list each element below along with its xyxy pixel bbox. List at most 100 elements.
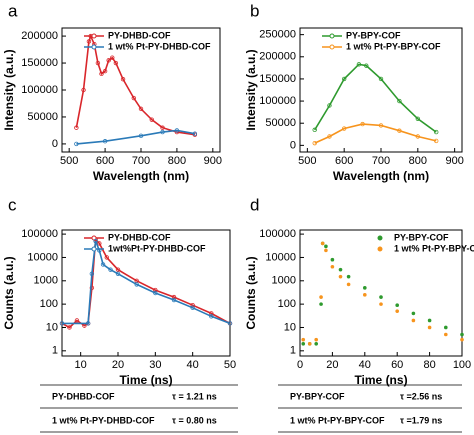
y-tick-label: 0 [52, 138, 58, 150]
y-axis-label: Intensity (a.u.) [2, 49, 16, 130]
x-tick-label: 50 [224, 359, 236, 371]
point [74, 318, 80, 323]
y-tick-label: 1 [290, 345, 296, 357]
point [160, 125, 165, 130]
x-tick-label: 40 [187, 359, 199, 371]
point [120, 77, 126, 82]
point [99, 71, 104, 77]
point [330, 264, 335, 269]
x-tick-label: 900 [445, 155, 463, 167]
point [160, 129, 165, 135]
legend-marker [377, 246, 383, 252]
panel: d 0 20 40 60 80 100 1 10 100 1000 10000 100000 Time (… [244, 195, 474, 387]
y-tick-label: 100000 [259, 95, 296, 107]
point [363, 286, 367, 290]
y-axis-label: Counts (a.u.) [2, 256, 16, 329]
point [102, 139, 108, 144]
point [395, 309, 400, 313]
legend-marker [91, 33, 97, 39]
table-cell: PY-BPY-COF [290, 391, 345, 401]
y-axis-label: Counts (a.u.) [244, 256, 258, 329]
table-cell: τ = 0.80 ns [172, 415, 217, 425]
point [397, 128, 402, 133]
point [427, 318, 432, 323]
legend-label: PY-BPY-COF [346, 30, 401, 40]
x-tick-label: 800 [409, 155, 427, 167]
y-tick-label: 250000 [259, 29, 296, 41]
point [307, 341, 312, 346]
y-tick-label: 50000 [265, 117, 296, 129]
x-tick-label: 60 [391, 359, 403, 371]
y-tick-label: 100000 [259, 228, 296, 240]
x-tick-label: 700 [132, 155, 150, 167]
panel-label: b [250, 1, 259, 20]
point [356, 62, 362, 67]
legend-label: 1 wt% Pt-PY-BPY-COF [394, 243, 474, 253]
point [85, 321, 91, 326]
point [86, 39, 92, 44]
point [115, 267, 121, 272]
point [138, 106, 144, 112]
legend-marker [377, 235, 383, 241]
point [346, 282, 351, 287]
point [108, 267, 113, 272]
legend-label: PY-BPY-COF [394, 232, 449, 242]
point [106, 58, 111, 63]
point [171, 294, 177, 300]
point [460, 337, 464, 342]
point [312, 127, 317, 133]
point [174, 128, 180, 133]
point [149, 117, 154, 122]
legend-marker [329, 33, 335, 39]
point [338, 267, 343, 272]
point [360, 121, 365, 127]
point [341, 76, 347, 82]
y-tick-label: 1 [52, 345, 58, 357]
panel: a 500 600 700 800 900 0 50000 100000 150000 200000… [2, 1, 222, 183]
point [411, 318, 416, 323]
x-tick-label: 600 [96, 155, 114, 167]
point [319, 302, 323, 306]
x-tick-label: 900 [204, 155, 222, 167]
point [427, 325, 432, 330]
point [379, 295, 383, 299]
point [131, 95, 137, 101]
point [314, 337, 319, 342]
point [330, 257, 335, 262]
legend-label: PY-DHBD-COF [108, 30, 171, 40]
legend-label: 1 wt% Pt-PY-BPY-COF [346, 41, 441, 51]
y-axis-label: Intensity (a.u.) [244, 49, 258, 130]
x-tick-label: 600 [335, 155, 353, 167]
point [97, 241, 102, 246]
x-tick-label: 80 [423, 359, 435, 371]
point [209, 311, 214, 316]
point [227, 321, 233, 326]
point [104, 255, 109, 260]
y-tick-label: 1000 [272, 275, 296, 287]
x-tick-label: 30 [149, 359, 161, 371]
point [89, 271, 95, 276]
point [113, 60, 119, 66]
table-cell: τ =1.79 ns [400, 415, 442, 425]
x-axis-label: Wavelength (nm) [93, 169, 189, 183]
point [67, 325, 72, 330]
y-tick-label: 10 [46, 321, 58, 333]
y-tick-label: 10000 [265, 251, 296, 263]
x-tick-label: 500 [60, 155, 78, 167]
point [100, 262, 106, 267]
x-tick-label: 10 [75, 359, 87, 371]
series-line [76, 129, 196, 145]
y-tick-label: 100000 [21, 84, 58, 96]
plot-frame [61, 229, 231, 357]
table-cell: 1 wt% Pt-PY-DHBD-COF [52, 415, 155, 425]
y-tick-label: 10 [284, 321, 296, 333]
point [74, 141, 79, 147]
x-tick-label: 20 [326, 359, 338, 371]
series-line [314, 123, 437, 144]
point [93, 238, 98, 244]
table-cell: 1 wt% Pt-PY-BPY-COF [290, 415, 385, 425]
point [153, 287, 158, 293]
panel-label: c [8, 195, 17, 214]
point [379, 302, 383, 306]
